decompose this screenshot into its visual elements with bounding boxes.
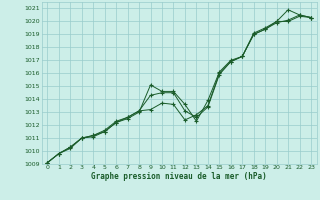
X-axis label: Graphe pression niveau de la mer (hPa): Graphe pression niveau de la mer (hPa) bbox=[91, 172, 267, 181]
